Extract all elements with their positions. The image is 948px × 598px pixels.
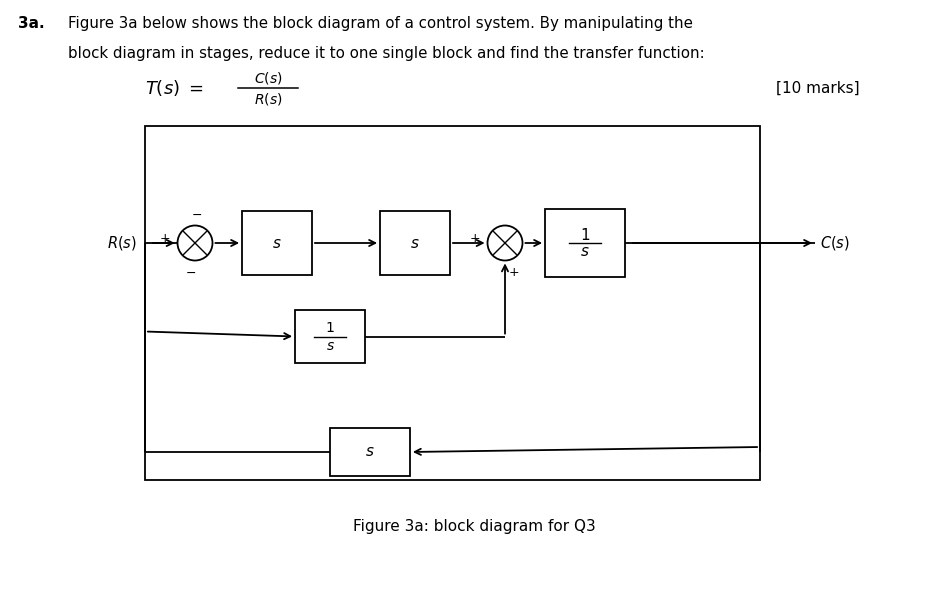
Text: block diagram in stages, reduce it to one single block and find the transfer fun: block diagram in stages, reduce it to on… — [68, 46, 704, 61]
Text: $-$: $-$ — [186, 266, 196, 279]
Bar — [545, 209, 625, 277]
Text: [10 marks]: [10 marks] — [776, 81, 860, 96]
Text: +: + — [470, 233, 481, 246]
Text: $\mathit{s}$: $\mathit{s}$ — [365, 444, 374, 459]
Text: $\mathit{s}$: $\mathit{s}$ — [272, 236, 282, 251]
Text: +: + — [160, 233, 171, 246]
Text: $\mathit{s}$: $\mathit{s}$ — [410, 236, 420, 251]
Text: Figure 3a: block diagram for Q3: Figure 3a: block diagram for Q3 — [353, 518, 595, 533]
Text: $\mathit{s}$: $\mathit{s}$ — [325, 338, 335, 352]
Bar — [295, 310, 365, 363]
Text: $\mathit{T}(\mathit{s})\ =$: $\mathit{T}(\mathit{s})\ =$ — [145, 78, 204, 98]
Bar — [145, 126, 760, 480]
Bar — [330, 428, 410, 476]
Text: +: + — [509, 266, 520, 279]
Bar — [242, 211, 312, 275]
Text: Figure 3a below shows the block diagram of a control system. By manipulating the: Figure 3a below shows the block diagram … — [68, 16, 693, 31]
Text: $\mathit{R}(\mathit{s})$: $\mathit{R}(\mathit{s})$ — [254, 91, 283, 107]
Circle shape — [177, 225, 212, 261]
Text: $\mathit{C(s)}$: $\mathit{C(s)}$ — [820, 234, 850, 252]
Text: $\mathit{R(s)}$: $\mathit{R(s)}$ — [107, 234, 137, 252]
Text: 3a.: 3a. — [18, 16, 45, 31]
Text: $-$: $-$ — [191, 208, 203, 221]
Text: $\mathit{C}(\mathit{s})$: $\mathit{C}(\mathit{s})$ — [254, 70, 283, 86]
Circle shape — [487, 225, 522, 261]
Text: $\mathit{s}$: $\mathit{s}$ — [580, 245, 590, 260]
Text: $\mathit{1}$: $\mathit{1}$ — [325, 321, 335, 335]
Text: $\mathit{1}$: $\mathit{1}$ — [580, 227, 590, 243]
Bar — [380, 211, 450, 275]
